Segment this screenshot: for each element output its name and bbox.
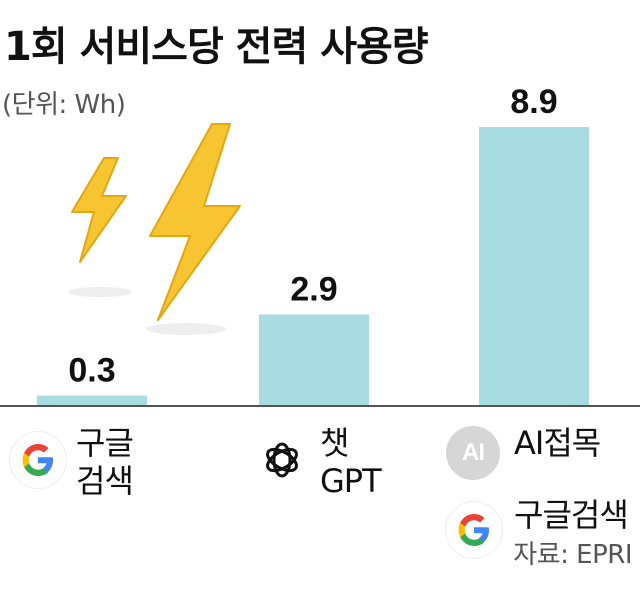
bar-value-label: 8.9 [510, 83, 557, 121]
bar [259, 314, 369, 405]
source-note: 자료: EPRI [513, 540, 632, 570]
category-label-line: 검색 [76, 462, 134, 500]
bar [479, 127, 589, 405]
lightning-bolt-icon [146, 123, 241, 335]
unit-label: (단위: Wh) [2, 90, 126, 120]
category-chatgpt: 챗 GPT [254, 424, 382, 500]
google-g-icon [10, 432, 66, 488]
lightning-bolt-icon [68, 157, 132, 297]
category-google-search: 구글 검색 [10, 424, 134, 500]
chart-title: 1회 서비스당 전력 사용량 [4, 24, 429, 70]
category-label-line: GPT [320, 462, 382, 500]
google-g-icon [446, 502, 502, 558]
bar [37, 395, 147, 405]
category-label-line: 구글 [76, 424, 134, 462]
category-label-line: AI접목 [514, 424, 601, 462]
category-label-line: 챗 [320, 424, 349, 462]
ai-badge-icon: AI [446, 426, 500, 480]
bar-value-label: 0.3 [68, 352, 115, 390]
category-label-line: 구글검색 [514, 496, 629, 534]
openai-knot-icon [254, 432, 310, 488]
category-ai-google-search: AI AI접목 구글검색 [446, 424, 629, 558]
bar-value-label: 2.9 [290, 270, 337, 308]
